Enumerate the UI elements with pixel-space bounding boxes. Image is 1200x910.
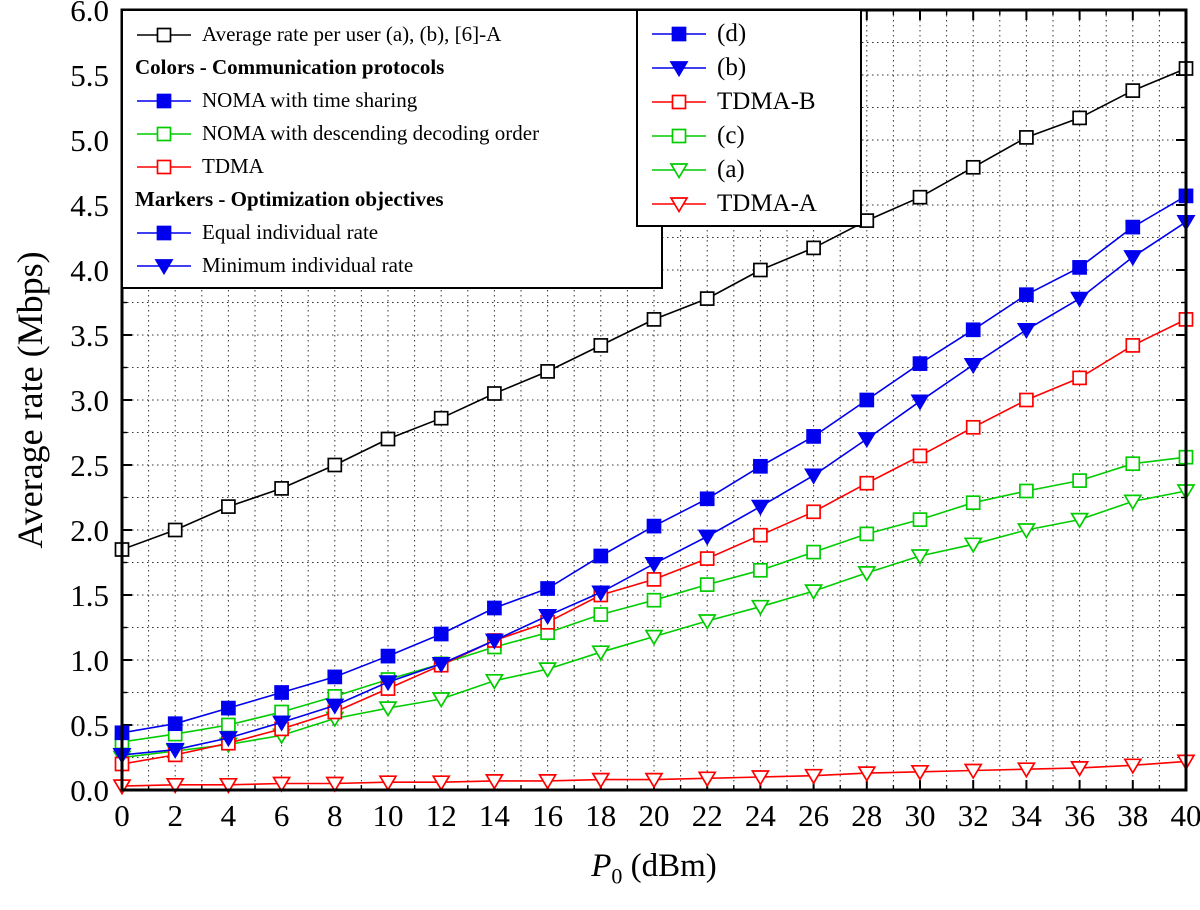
x-tick-label: 4 xyxy=(221,798,237,833)
x-tick-label: 12 xyxy=(426,798,457,833)
legend-entry: Minimum individual rate xyxy=(135,249,649,282)
legend-entry: TDMA xyxy=(135,150,649,183)
y-tick-label: 3.5 xyxy=(70,318,109,353)
legend-label: Markers - Optimization objectives xyxy=(135,187,444,211)
legend-entry: NOMA with descending decoding order xyxy=(135,117,649,150)
legend-label: Colors - Communication protocols xyxy=(135,55,445,79)
y-tick-label: 2.0 xyxy=(70,513,109,548)
triangle-open-marker-icon xyxy=(652,163,706,180)
series-tdma-a xyxy=(112,754,1196,796)
series-average-rate-per-user-a-b-6-a xyxy=(114,61,1194,557)
square-filled-marker-icon xyxy=(652,26,706,42)
y-tick-label: 0.0 xyxy=(70,773,109,808)
legend-entry: Average rate per user (a), (b), [6]-A xyxy=(135,18,649,51)
legend-section-header: Markers - Optimization objectives xyxy=(135,183,649,216)
legend-label: TDMA xyxy=(202,154,264,178)
square-open-marker-icon xyxy=(137,126,191,141)
legend-entry: (d) xyxy=(650,17,848,51)
square-filled-marker-icon xyxy=(137,225,191,240)
x-tick-label: 8 xyxy=(327,798,343,833)
legend-section-header: Colors - Communication protocols xyxy=(135,51,649,84)
legend-label: NOMA with descending decoding order xyxy=(202,121,540,145)
legend-entry: TDMA-B xyxy=(650,85,848,119)
square-filled-marker-icon xyxy=(137,93,191,108)
x-tick-label: 0 xyxy=(114,798,130,833)
x-tick-label: 30 xyxy=(905,798,936,833)
legend-label: TDMA-B xyxy=(717,88,816,115)
x-axis-title: P0 (dBm) xyxy=(591,848,717,890)
x-tick-label: 36 xyxy=(1064,798,1095,833)
x-axis-variable: P xyxy=(591,848,612,884)
x-tick-label: 14 xyxy=(479,798,511,833)
triangle-filled-marker-icon xyxy=(652,61,706,78)
square-open-marker-icon xyxy=(137,159,191,174)
y-tick-label: 5.0 xyxy=(70,123,109,158)
legend-left: Average rate per user (a), (b), [6]-A Col… xyxy=(121,9,663,289)
y-tick-label: 3.0 xyxy=(70,383,109,418)
square-open-marker-icon xyxy=(652,128,706,144)
y-tick-label: 1.0 xyxy=(70,643,109,678)
legend-label: NOMA with time sharing xyxy=(202,88,418,112)
legend-right: (d) (b) TDMA-B (c) (a) TDMA-A xyxy=(636,9,862,227)
y-tick-label: 2.5 xyxy=(70,448,109,483)
legend-entry: TDMA-A xyxy=(650,187,848,221)
y-tick-label: 0.5 xyxy=(70,708,109,743)
x-axis-subscript: 0 xyxy=(611,863,623,889)
legend-label: Equal individual rate xyxy=(202,220,379,244)
legend-label: (b) xyxy=(717,54,747,81)
x-tick-label: 34 xyxy=(1011,798,1043,833)
x-tick-label: 38 xyxy=(1117,798,1148,833)
x-tick-label: 18 xyxy=(585,798,616,833)
x-tick-label: 40 xyxy=(1171,798,1200,833)
legend-entry: (b) xyxy=(650,51,848,85)
series--b- xyxy=(112,215,1196,765)
x-tick-label: 32 xyxy=(958,798,989,833)
x-tick-label: 2 xyxy=(167,798,183,833)
y-tick-label: 5.5 xyxy=(70,58,109,93)
square-open-marker-icon xyxy=(652,94,706,110)
x-tick-label: 24 xyxy=(745,798,777,833)
x-tick-label: 16 xyxy=(532,798,563,833)
x-tick-label: 6 xyxy=(274,798,290,833)
x-axis-unit: (dBm) xyxy=(622,848,717,884)
y-tick-label: 1.5 xyxy=(70,578,109,613)
legend-label: TDMA-A xyxy=(717,190,817,217)
legend-label: (a) xyxy=(717,156,745,183)
x-tick-label: 10 xyxy=(373,798,404,833)
legend-label: (c) xyxy=(717,122,745,149)
square-open-marker-icon xyxy=(137,27,191,42)
legend-entry: (c) xyxy=(650,119,848,153)
y-tick-labels: 0.0 0.5 1.0 1.5 2.0 2.5 3.0 3.5 4.0 4.5 5.0 5.5 6.0 xyxy=(70,0,109,808)
legend-label: Average rate per user (a), (b), [6]-A xyxy=(202,22,502,46)
series-tdma-b xyxy=(114,312,1194,772)
y-tick-label: 4.5 xyxy=(70,188,109,223)
legend-entry: (a) xyxy=(650,153,848,187)
legend-label: Minimum individual rate xyxy=(202,253,414,277)
legend-label: (d) xyxy=(717,20,747,47)
x-tick-label: 26 xyxy=(798,798,829,833)
legend-entry: NOMA with time sharing xyxy=(135,84,649,117)
y-axis-title: Average rate (Mbps) xyxy=(10,251,50,549)
triangle-filled-marker-icon xyxy=(137,258,191,275)
x-tick-label: 22 xyxy=(692,798,723,833)
triangle-open-marker-icon xyxy=(652,197,706,214)
x-tick-labels: 0 2 4 6 8 10 12 14 16 18 20 22 24 26 28 30 32 34 36 38 40 xyxy=(114,798,1200,833)
y-tick-label: 6.0 xyxy=(70,0,109,28)
x-tick-label: 28 xyxy=(851,798,882,833)
legend-entry: Equal individual rate xyxy=(135,216,649,249)
x-tick-label: 20 xyxy=(639,798,670,833)
y-tick-label: 4.0 xyxy=(70,253,109,288)
